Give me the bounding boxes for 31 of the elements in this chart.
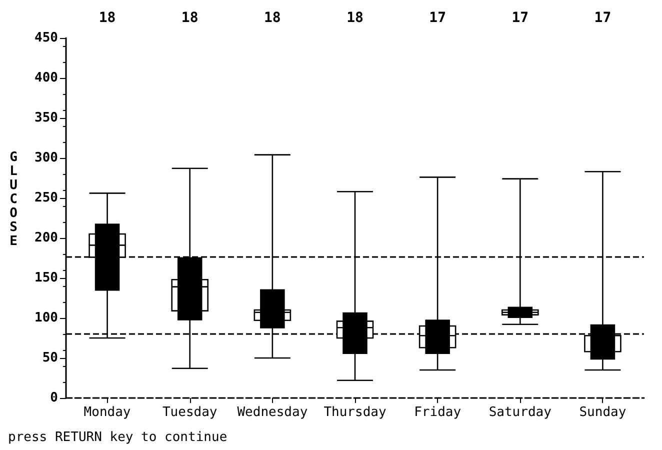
y-tick-label: 350 (34, 110, 58, 126)
y-tick-label: 300 (34, 150, 58, 166)
x-tick-label: Tuesday (162, 405, 218, 420)
y-tick-label: 150 (34, 270, 58, 286)
bar (508, 306, 533, 318)
text: 17 (594, 10, 612, 26)
y-tick-label: 250 (34, 190, 58, 206)
bar (342, 312, 368, 354)
y-tick-label: 100 (34, 310, 58, 326)
text: 18 (264, 10, 281, 26)
text: 18 (181, 10, 198, 26)
x-tick-label: Wednesday (237, 405, 308, 420)
y-tick-label: 50 (42, 350, 58, 366)
bar (94, 224, 120, 291)
y-tick-label: 450 (34, 30, 58, 46)
text: 18 (98, 10, 116, 26)
text: 17 (429, 10, 446, 26)
x-tick-label: Monday (84, 405, 131, 420)
text: 17 (512, 10, 529, 26)
x-tick-label: Thursday (324, 405, 386, 420)
x-tick-label: Friday (414, 405, 462, 420)
y-tick-label: 0 (50, 390, 58, 406)
bar (260, 289, 285, 328)
text: 18 (346, 10, 364, 26)
x-tick-label: Saturday (488, 405, 552, 420)
y-tick-label: 200 (34, 230, 58, 246)
text: press RETURN key to continue (8, 430, 228, 445)
y-tick-label: 400 (34, 70, 58, 86)
bar (425, 320, 450, 354)
y-axis-title: GLUCOSE (6, 150, 21, 248)
x-tick-label: Sunday (579, 405, 626, 420)
